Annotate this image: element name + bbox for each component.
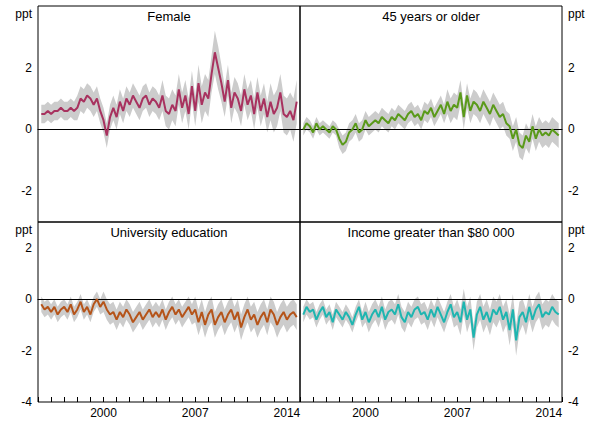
svg-text:0: 0: [25, 292, 32, 306]
svg-text:2014: 2014: [536, 406, 563, 420]
svg-text:2: 2: [568, 61, 575, 75]
svg-text:University education: University education: [110, 225, 227, 240]
svg-text:2000: 2000: [352, 406, 379, 420]
svg-text:Income greater than $80 000: Income greater than $80 000: [348, 225, 515, 240]
svg-text:0: 0: [568, 292, 575, 306]
svg-text:-2: -2: [568, 344, 579, 358]
svg-text:Female: Female: [147, 9, 190, 24]
svg-text:2: 2: [25, 61, 32, 75]
svg-text:0: 0: [25, 122, 32, 136]
svg-text:2007: 2007: [182, 406, 209, 420]
svg-text:ppt: ppt: [568, 7, 585, 21]
svg-text:0: 0: [568, 122, 575, 136]
svg-text:2007: 2007: [444, 406, 471, 420]
svg-text:ppt: ppt: [15, 223, 32, 237]
svg-text:45 years or older: 45 years or older: [382, 9, 480, 24]
svg-text:2014: 2014: [274, 406, 301, 420]
svg-text:ppt: ppt: [568, 223, 585, 237]
svg-text:2: 2: [568, 241, 575, 255]
svg-text:-2: -2: [21, 344, 32, 358]
svg-text:2: 2: [25, 241, 32, 255]
svg-text:-2: -2: [568, 184, 579, 198]
svg-text:2000: 2000: [90, 406, 117, 420]
svg-text:-4: -4: [568, 395, 579, 409]
svg-text:-4: -4: [21, 395, 32, 409]
svg-text:-2: -2: [21, 184, 32, 198]
svg-text:ppt: ppt: [15, 7, 32, 21]
